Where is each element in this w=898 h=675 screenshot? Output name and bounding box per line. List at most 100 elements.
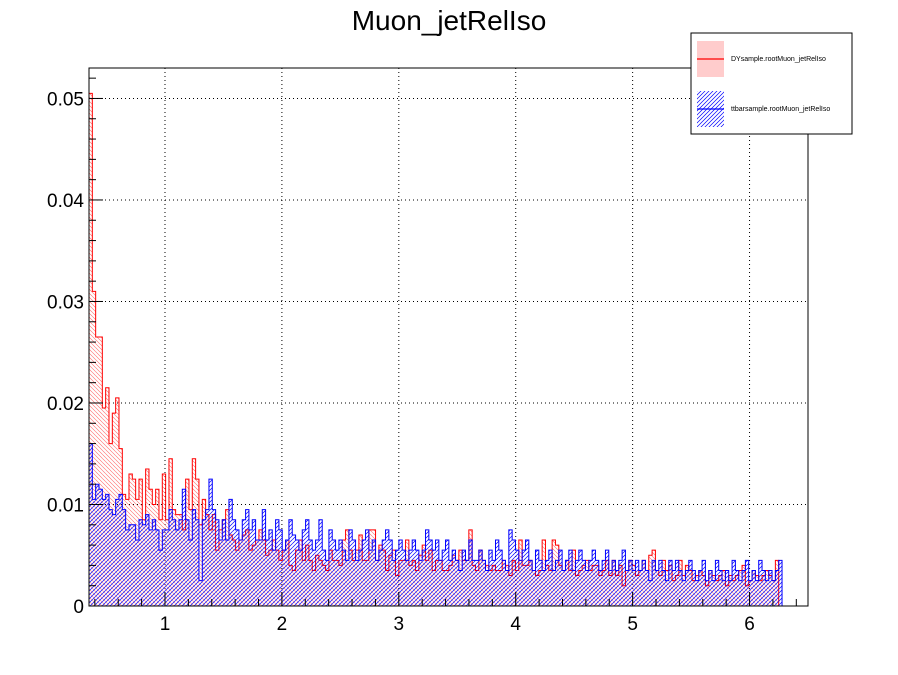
ttbarsample-bin-157: [612, 560, 616, 606]
x-tick-label-4: 5: [627, 614, 638, 635]
ttbarsample-bin-70: [322, 550, 326, 606]
ttbarsample-bin-117: [478, 550, 483, 606]
x-tick-label-5: 6: [744, 614, 755, 635]
ttbarsample-bin-193: [732, 560, 736, 606]
ttbarsample-bin-38: [215, 519, 219, 606]
ttbarsample-bin-191: [725, 570, 729, 606]
ttbarsample-bin-19: [152, 519, 156, 606]
ttbarsample-bin-169: [652, 560, 656, 606]
ttbarsample-bin-22: [162, 529, 166, 606]
ttbarsample-bin-158: [615, 570, 619, 606]
ttbarsample-bin-148: [582, 560, 586, 606]
ttbarsample-bin-144: [568, 550, 573, 606]
ttbarsample-bin-82: [362, 540, 366, 606]
ttbarsample-bin-200: [755, 580, 759, 606]
ttbarsample-bin-11: [125, 529, 129, 606]
ttbarsample-bin-168: [648, 580, 653, 606]
legend: DYsample.rootMuon_jetRelIso ttbarsample.…: [690, 32, 853, 135]
ttbarsample-bin-160: [622, 550, 626, 606]
axis-ticks: [89, 77, 797, 607]
ttbarsample-bin-145: [572, 570, 576, 606]
ttbarsample-bin-17: [145, 514, 149, 606]
ttbarsample-bin-12: [128, 524, 133, 606]
ttbarsample-bin-101: [425, 529, 429, 606]
ttbarsample-bin-142: [562, 570, 566, 606]
ttbarsample-bin-159: [618, 560, 623, 606]
ttbarsample-bin-7: [112, 514, 116, 606]
ttbarsample-bin-39: [218, 540, 223, 606]
ttbarsample-bin-78: [348, 529, 353, 606]
ttbarsample-bin-46: [242, 519, 246, 606]
ttbarsample-bin-63: [298, 550, 303, 606]
y-tick-label-1: 0.01: [47, 495, 84, 516]
ttbarsample-bin-36: [208, 479, 213, 606]
ttbarsample-bin-71: [325, 560, 329, 606]
ttbarsample-bin-181: [692, 570, 696, 606]
grid-lines: [89, 68, 808, 606]
ttbarsample-bin-184: [702, 560, 706, 606]
ttbarsample-bin-91: [392, 560, 396, 606]
ttbarsample-bin-135: [538, 560, 543, 606]
ttbarsample-bin-98: [415, 550, 419, 606]
ttbarsample-bin-95: [405, 560, 409, 606]
ttbarsample-bin-151: [592, 550, 596, 606]
ttbarsample-bin-61: [292, 534, 296, 606]
ttbarsample-bin-29: [185, 519, 189, 606]
ttbarsample-bin-65: [305, 519, 309, 606]
ttbarsample-bin-131: [525, 540, 529, 606]
ttbarsample-bin-23: [165, 529, 169, 606]
y-tick-label-0: 0: [73, 597, 84, 618]
ttbarsample-bin-83: [365, 529, 369, 606]
ttbarsample-bin-134: [535, 550, 539, 606]
ttbarsample-bin-198: [748, 580, 753, 606]
ttbarsample-bin-74: [335, 550, 339, 606]
ttbarsample-bin-112: [462, 550, 466, 606]
ttbarsample-bin-40: [222, 519, 226, 606]
ttbarsample-bin-31: [192, 509, 196, 606]
ttbarsample-bin-87: [378, 550, 383, 606]
ttbarsample-bin-154: [602, 560, 606, 606]
dysample-bin-0: [89, 93, 93, 606]
ttbarsample-bin-9: [118, 494, 123, 606]
ttbarsample-bin-48: [248, 529, 253, 606]
ttbarsample-bin-204: [768, 570, 773, 606]
ttbarsample-bin-156: [608, 570, 613, 606]
ttbarsample-bin-121: [492, 560, 496, 606]
ttbarsample-bin-143: [565, 560, 569, 606]
ttbarsample-bin-90: [388, 540, 393, 606]
ttbarsample-bin-58: [282, 550, 286, 606]
ttbarsample-bin-68: [315, 540, 319, 606]
ttbarsample-bin-197: [745, 560, 749, 606]
ttbarsample-bin-89: [385, 529, 389, 606]
ttbarsample-bin-147: [578, 550, 583, 606]
ttbarsample-bin-123: [498, 550, 503, 606]
ttbarsample-bin-102: [428, 540, 433, 606]
ttbarsample-bin-73: [332, 540, 336, 606]
ttbarsample-bin-45: [238, 540, 243, 606]
ttbarsample-bin-125: [505, 570, 509, 606]
ttbarsample-bin-41: [225, 540, 229, 606]
ttbarsample-bin-203: [765, 580, 769, 606]
ttbarsample-bin-118: [482, 560, 486, 606]
ttbarsample-bin-6: [108, 509, 113, 606]
ttbarsample-bin-96: [408, 550, 413, 606]
legend-label-dysample: DYsample.rootMuon_jetRelIso: [731, 56, 826, 63]
ttbarsample-bin-190: [722, 580, 726, 606]
ttbarsample-bin-162: [628, 560, 633, 606]
ttbarsample-bin-15: [138, 519, 143, 606]
ttbarsample-bin-27: [178, 519, 183, 606]
ttbarsample-bin-186: [708, 570, 713, 606]
ttbarsample-bin-55: [272, 550, 276, 606]
dysample-bin-1: [92, 291, 96, 606]
ttbarsample-bin-62: [295, 540, 299, 606]
ttbarsample-bin-170: [655, 570, 659, 606]
ttbarsample-bin-166: [642, 560, 646, 606]
ttbarsample-bin-136: [542, 570, 546, 606]
ttbarsample-bin-126: [508, 529, 513, 606]
ttbarsample-bin-2: [95, 484, 99, 606]
x-tick-labels: 1 2 3 4 5 6: [160, 614, 755, 635]
ttbarsample-bin-163: [632, 570, 636, 606]
ttbarsample-bin-140: [555, 560, 559, 606]
ttbarsample-bin-52: [262, 509, 266, 606]
ttbarsample-bin-97: [412, 540, 416, 606]
